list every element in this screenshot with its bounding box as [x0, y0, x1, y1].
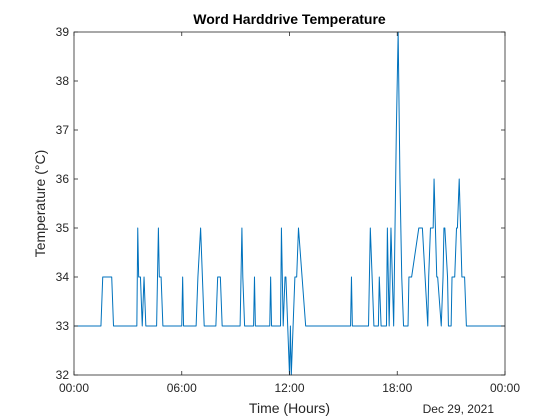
y-axis: 32 33 34 35 36 37 38 39	[56, 25, 505, 382]
y-tick-label: 34	[56, 270, 70, 284]
chart-title: Word Harddrive Temperature	[193, 11, 386, 27]
x-tick-label: 00:00	[490, 381, 520, 395]
series-layer	[74, 31, 505, 376]
y-tick-label: 38	[56, 74, 70, 88]
x-tick-label: 06:00	[167, 381, 197, 395]
plot-area	[74, 32, 505, 375]
x-axis-label: Time (Hours)	[249, 400, 330, 416]
y-tick-label: 36	[56, 172, 70, 186]
y-tick-label: 32	[56, 368, 70, 382]
y-axis-label: Temperature (°C)	[32, 150, 48, 258]
x-axis: 00:00 06:00 12:00 18:00 00:00	[59, 32, 520, 395]
x-tick-label: 18:00	[382, 381, 412, 395]
temperature-series-line	[74, 31, 505, 376]
x-tick-label: 12:00	[274, 381, 304, 395]
y-tick-label: 33	[56, 319, 70, 333]
y-tick-label: 37	[56, 123, 70, 137]
y-tick-label: 35	[56, 221, 70, 235]
date-label: Dec 29, 2021	[423, 402, 495, 416]
x-tick-label: 00:00	[59, 381, 89, 395]
y-tick-label: 39	[56, 25, 70, 39]
